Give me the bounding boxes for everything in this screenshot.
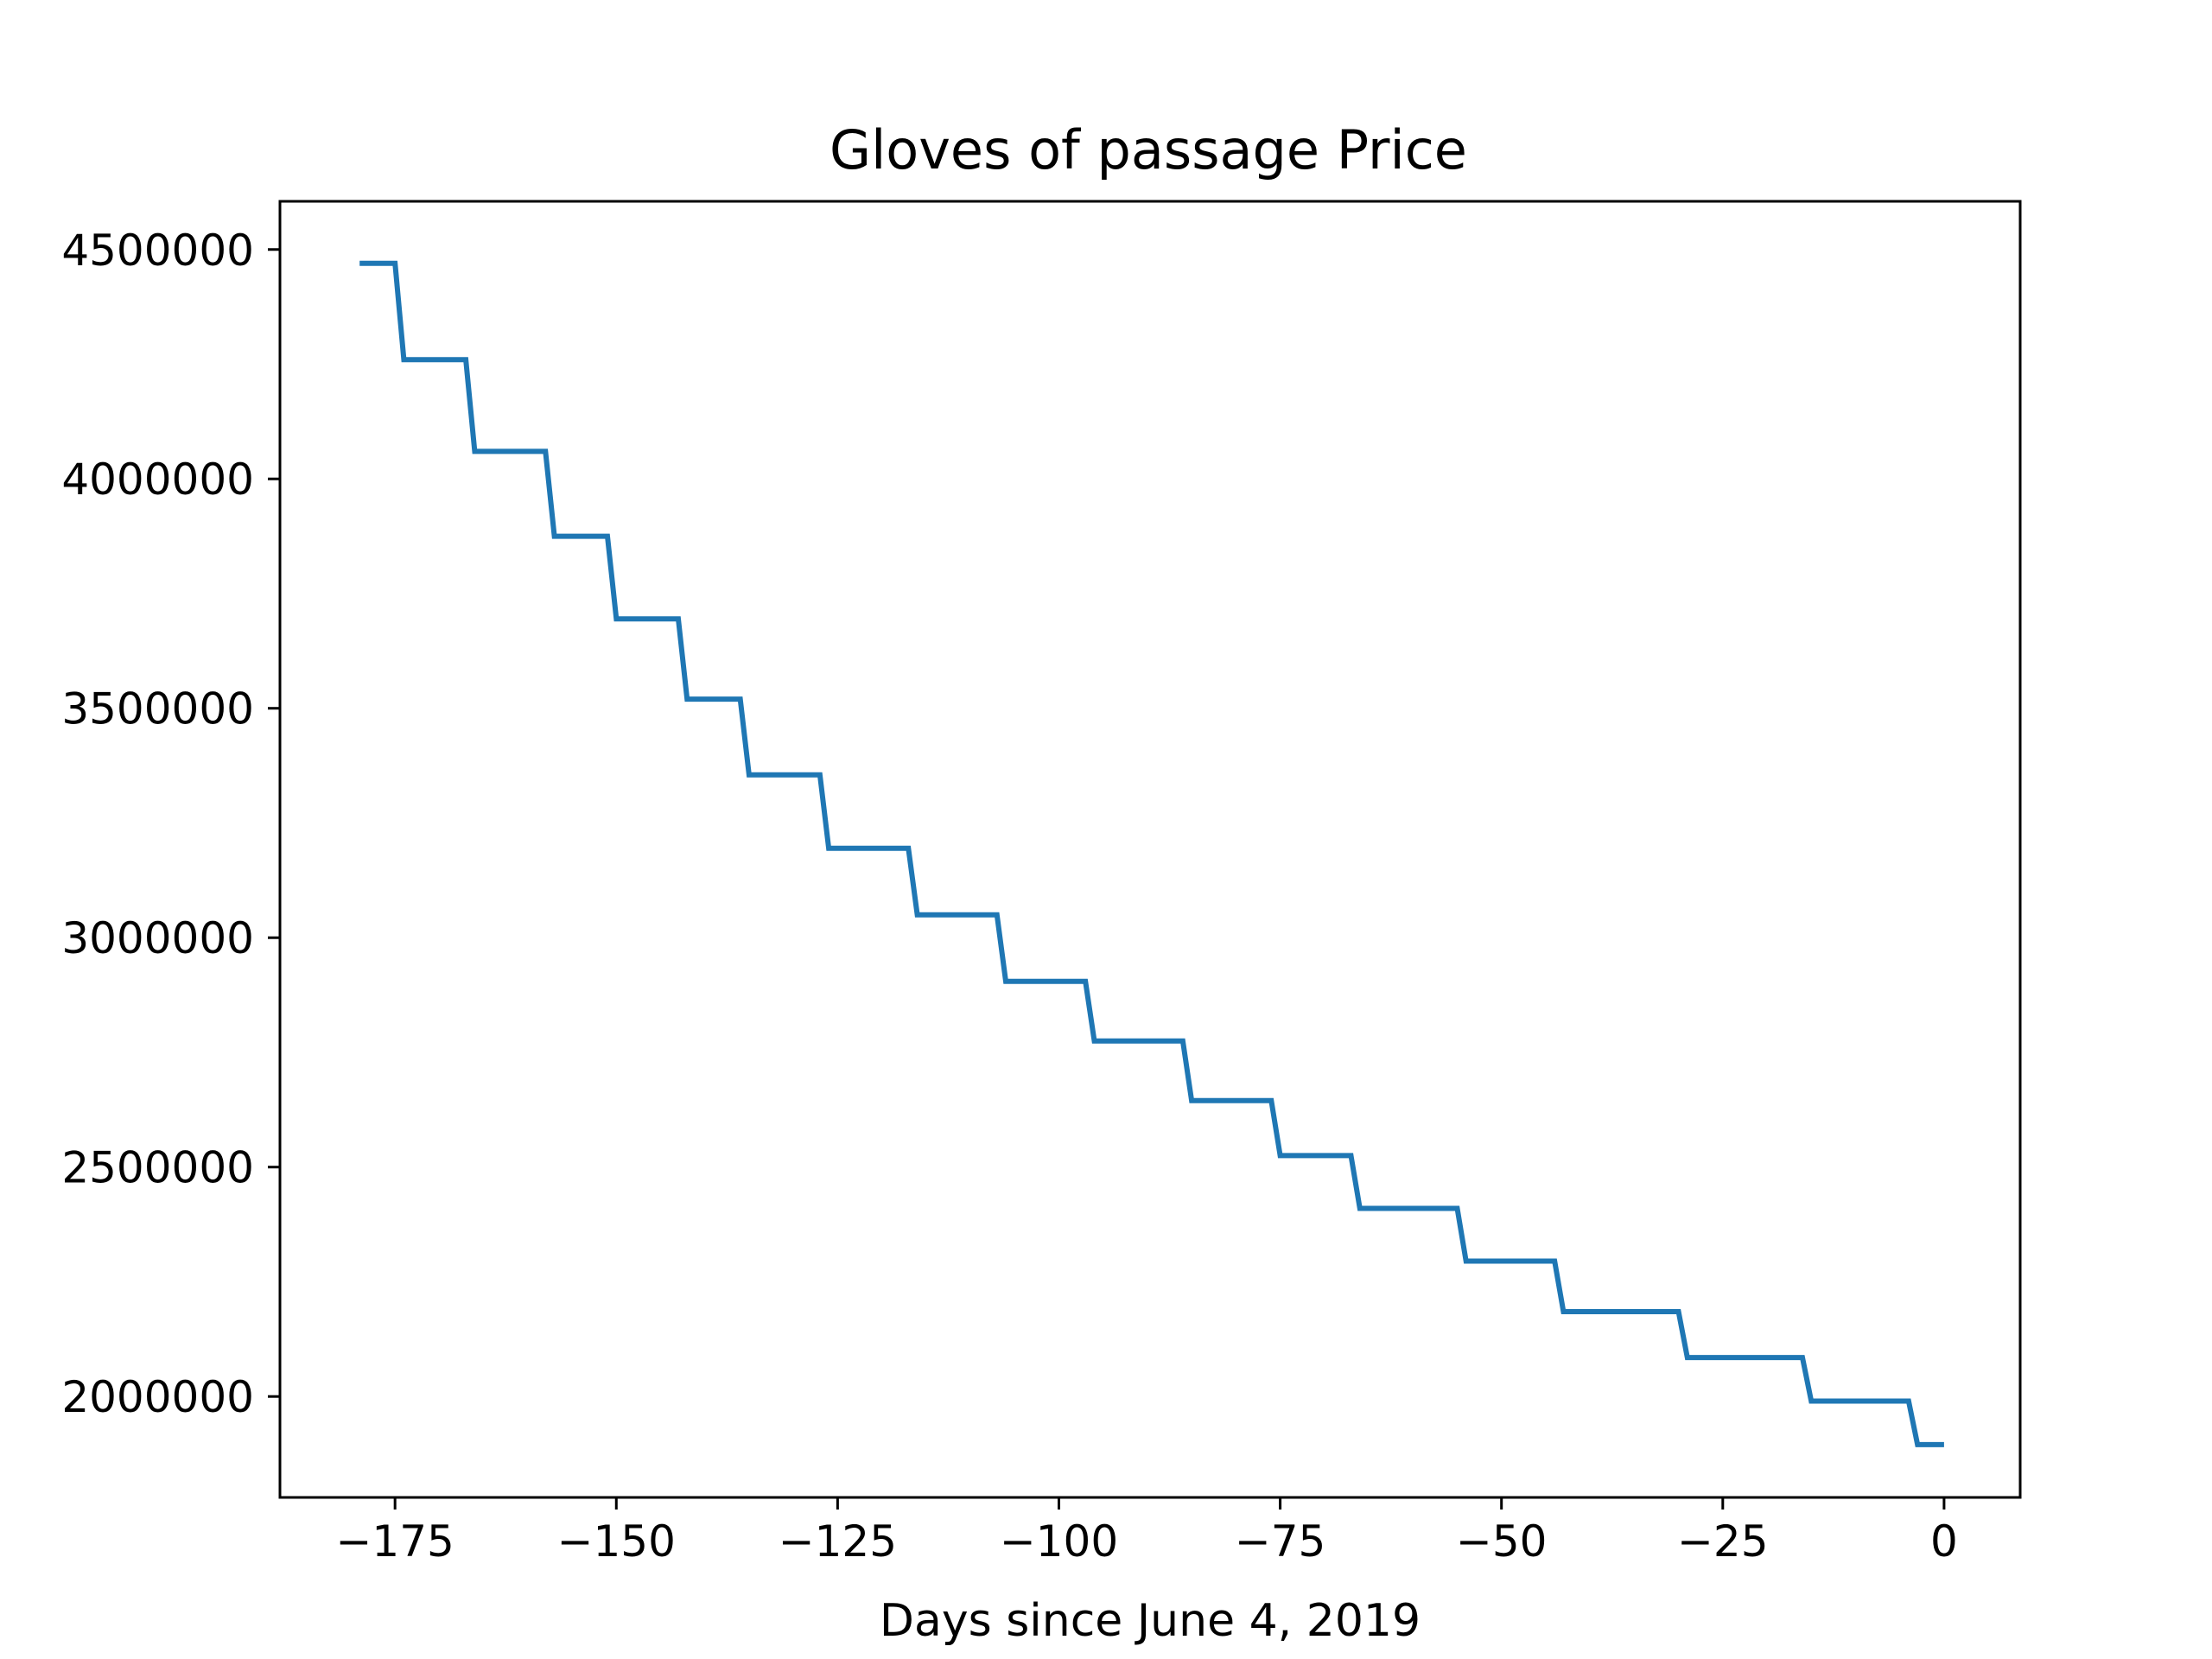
x-tick-label: −150	[557, 1516, 676, 1567]
x-tick-label: 0	[1930, 1516, 1958, 1567]
x-tick-label: −100	[1000, 1516, 1118, 1567]
series-line-0	[359, 260, 1944, 1447]
y-tick-label: 3500000	[61, 684, 254, 734]
y-tick-label: 2000000	[61, 1372, 254, 1422]
series-layer	[359, 260, 1944, 1447]
y-tick-label: 4500000	[61, 226, 254, 276]
y-tick-label: 2500000	[61, 1143, 254, 1193]
x-tick-label: −125	[779, 1516, 897, 1567]
x-tick-label: −50	[1456, 1516, 1548, 1567]
x-tick-label: −75	[1235, 1516, 1326, 1567]
x-tick-label: −25	[1677, 1516, 1769, 1567]
x-axis-label: Days since June 4, 2019	[880, 1595, 1421, 1647]
chart-title: Gloves of passage Price	[830, 118, 1467, 181]
y-tick-label: 4000000	[61, 454, 254, 505]
x-tick-label: −175	[336, 1516, 454, 1567]
x-axis-ticks: −175 −150 −125 −100 −75 −50 −25 0	[336, 1497, 1958, 1567]
y-axis-ticks: 2000000 2500000 3000000 3500000 4000000 45000…	[61, 226, 280, 1422]
plot-frame	[278, 200, 2022, 1499]
y-tick-label: 3000000	[61, 913, 254, 963]
